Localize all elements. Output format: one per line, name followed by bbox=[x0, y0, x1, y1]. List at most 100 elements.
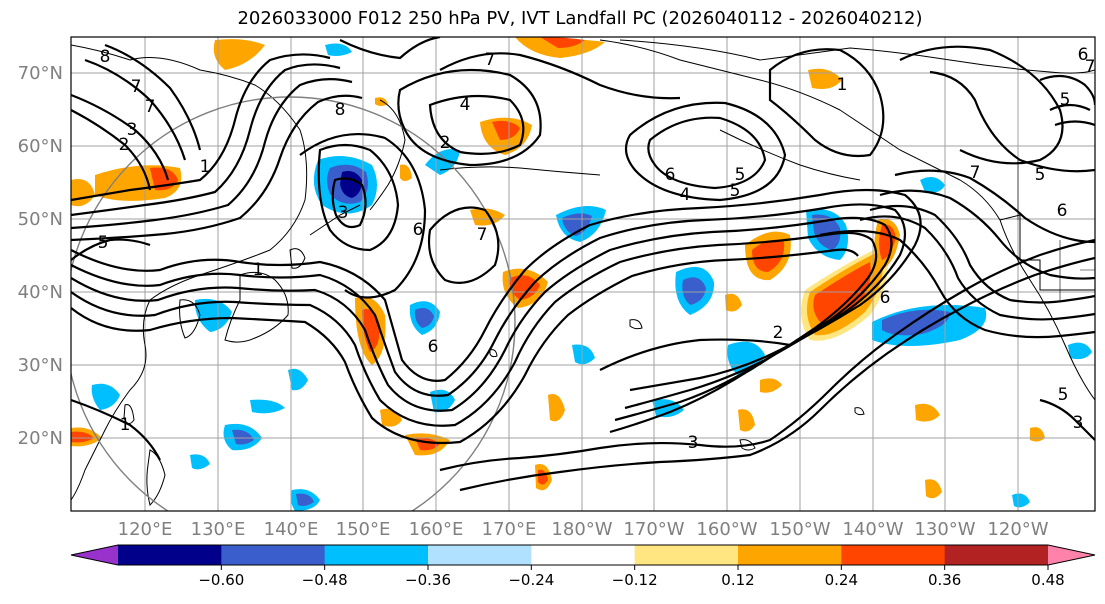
state-borders bbox=[1017, 160, 1095, 300]
contour-label: 5 bbox=[1060, 90, 1071, 110]
orange-anomaly bbox=[492, 120, 520, 140]
pv-contour bbox=[879, 189, 1095, 280]
blue-anomaly bbox=[1012, 493, 1030, 508]
lon-label: 130°W bbox=[914, 519, 975, 540]
colorbar-tick-label: −0.12 bbox=[612, 571, 658, 589]
pv-contours bbox=[71, 37, 1095, 492]
pv-contour bbox=[624, 101, 787, 202]
blue-anomaly bbox=[682, 277, 706, 305]
pv-contour bbox=[84, 58, 187, 161]
lon-label: 120°E bbox=[118, 519, 173, 540]
orange-anomaly bbox=[548, 394, 565, 422]
blue-anomaly bbox=[296, 493, 314, 506]
contour-label: 3 bbox=[1073, 413, 1084, 433]
japan-coastline bbox=[224, 271, 289, 343]
contour-label: 5 bbox=[1058, 385, 1069, 405]
colorbar-tick-label: −0.48 bbox=[302, 571, 348, 589]
blue-anomaly bbox=[425, 149, 460, 175]
map-title: 2026033000 F012 250 hPa PV, IVT Landfall… bbox=[237, 8, 923, 29]
pv-contour bbox=[299, 132, 427, 299]
colorbar-segment bbox=[531, 545, 636, 565]
korea-coastline bbox=[179, 299, 201, 339]
blue-anomaly bbox=[812, 214, 841, 250]
pv-contour bbox=[71, 231, 878, 434]
colorbar-segment bbox=[118, 545, 222, 565]
pv-contour bbox=[71, 203, 907, 410]
contour-label: 7 bbox=[1085, 57, 1096, 77]
pv-contour bbox=[71, 248, 859, 445]
blue-anomaly bbox=[194, 298, 232, 332]
lon-label: 150°E bbox=[336, 519, 391, 540]
colorbar-segment bbox=[944, 545, 1049, 565]
contour-label: 7 bbox=[131, 77, 142, 97]
lon-label: 170°W bbox=[623, 519, 684, 540]
contour-label: 4 bbox=[460, 95, 471, 115]
colorbar-tick-label: −0.36 bbox=[405, 571, 451, 589]
colorbar-tick-label: 0.36 bbox=[928, 571, 961, 589]
contour-label: 2 bbox=[773, 323, 784, 343]
pv-contour bbox=[71, 188, 922, 392]
orange-anomaly bbox=[470, 208, 505, 226]
pv-contour bbox=[439, 52, 681, 100]
contour-label: 6 bbox=[665, 165, 676, 185]
colorbar-segment bbox=[738, 545, 842, 565]
lat-label: 60°N bbox=[18, 136, 63, 157]
orange-anomaly bbox=[915, 403, 940, 422]
contour-label: 5 bbox=[730, 181, 741, 201]
longitude-labels: 120°E 130°E 140°E 150°E 160°E 170°E 180°… bbox=[118, 519, 1049, 540]
orange-anomaly bbox=[808, 68, 842, 89]
lon-label: 140°E bbox=[264, 519, 319, 540]
pv-contour bbox=[894, 169, 1095, 244]
orange-anomaly bbox=[509, 275, 540, 300]
pv-contour bbox=[1049, 103, 1091, 111]
colorbar-tick-label: 0.12 bbox=[721, 571, 754, 589]
colorbar: −0.60 −0.48 −0.36 −0.24 −0.12 0.12 0.24 0.36 0.4… bbox=[70, 544, 1096, 589]
contour-label: 6 bbox=[880, 288, 891, 308]
colorbar-segment bbox=[428, 545, 532, 565]
lon-label: 130°E bbox=[191, 519, 246, 540]
orange-anomaly bbox=[725, 293, 742, 312]
contour-label: 6 bbox=[1057, 201, 1068, 221]
lon-label: 170°E bbox=[482, 519, 537, 540]
shaded-anomalies bbox=[71, 37, 1092, 511]
pv-contour bbox=[339, 37, 441, 60]
colorbar-extend-min bbox=[71, 545, 118, 565]
lat-label: 70°N bbox=[18, 63, 63, 84]
blue-anomaly bbox=[190, 454, 210, 470]
contour-label: 4 bbox=[680, 185, 691, 205]
blue-anomaly bbox=[1068, 342, 1092, 360]
blue-anomaly bbox=[414, 308, 434, 328]
pv-contour bbox=[427, 206, 500, 284]
lat-label: 20°N bbox=[18, 428, 63, 449]
colorbar-tick-label: −0.24 bbox=[508, 571, 554, 589]
pv-contour bbox=[71, 63, 341, 217]
latitude-labels: 70°N 60°N 50°N 40°N 30°N 20°N bbox=[18, 63, 63, 449]
pv-contour bbox=[428, 94, 525, 155]
pv-contour bbox=[71, 78, 353, 230]
pv-contour bbox=[71, 109, 152, 191]
blue-anomaly bbox=[288, 368, 308, 391]
pv-contour bbox=[317, 143, 400, 252]
lon-label: 120°W bbox=[987, 519, 1048, 540]
aleutian-islands bbox=[439, 166, 601, 176]
pv-contour bbox=[71, 93, 170, 181]
lat-label: 50°N bbox=[18, 209, 63, 230]
pv-contour bbox=[647, 116, 767, 190]
pv-contour bbox=[899, 45, 1064, 165]
pv-contour bbox=[71, 238, 151, 261]
lat-label: 30°N bbox=[18, 355, 63, 376]
pv-contour bbox=[331, 177, 367, 229]
contour-label: 2 bbox=[119, 135, 130, 155]
colorbar-tick-label: 0.24 bbox=[825, 571, 858, 589]
contour-label: 3 bbox=[338, 203, 349, 223]
blue-anomaly bbox=[920, 176, 945, 193]
orange-anomaly bbox=[760, 378, 782, 393]
colorbar-segment bbox=[634, 545, 739, 565]
taiwan-coastline bbox=[123, 404, 135, 424]
contour-label: 8 bbox=[100, 47, 111, 67]
landfall-radius-circle bbox=[71, 96, 516, 511]
contour-label: 3 bbox=[127, 120, 138, 140]
contour-label: 1 bbox=[253, 260, 264, 280]
